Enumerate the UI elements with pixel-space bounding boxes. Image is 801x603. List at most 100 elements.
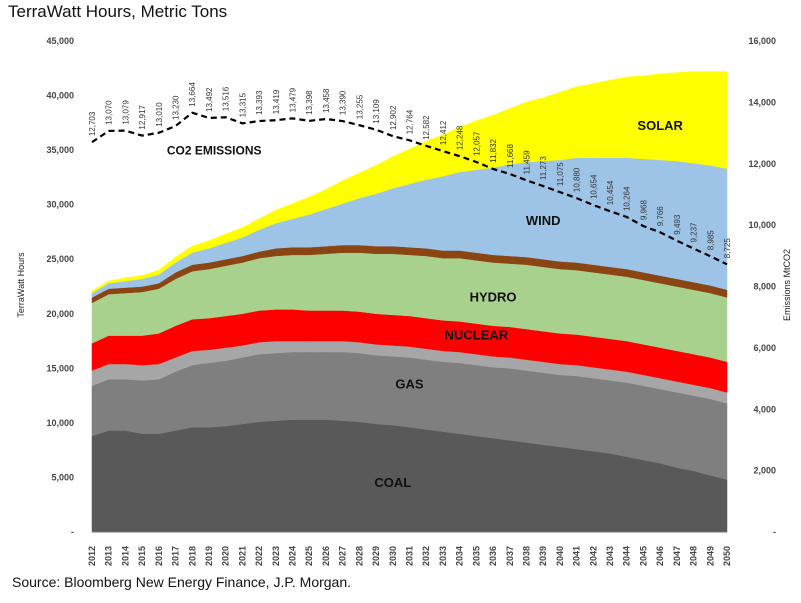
co2-value-label: 8,985 (706, 230, 715, 251)
x-tick-label: 2048 (689, 546, 699, 566)
y2-tick-label: 10,000 (748, 220, 776, 230)
co2-value-label: 13,398 (305, 90, 314, 115)
y-tick-label: 15,000 (46, 363, 74, 373)
co2-value-label: 9,766 (656, 206, 665, 227)
x-tick-label: 2031 (405, 546, 415, 566)
y-tick-label: 35,000 (46, 145, 74, 155)
x-tick-label: 2025 (304, 546, 314, 566)
x-tick-label: 2047 (672, 546, 682, 566)
axes-group: - 5,000 10,000 15,000 20,000 25,000 30,000 35,0… (16, 36, 792, 566)
co2-value-label: 13,492 (205, 87, 214, 112)
co2-value-label: 13,070 (105, 100, 114, 125)
x-tick-label: 2020 (221, 546, 231, 566)
area-label-hydro: HYDRO (470, 289, 517, 304)
y-tick-label: 5,000 (51, 472, 74, 482)
y-tick-label: - (71, 527, 74, 537)
x-tick-label: 2030 (388, 546, 398, 566)
x-tick-label: 2022 (254, 546, 264, 566)
co2-value-label: 12,412 (439, 120, 448, 145)
co2-value-label: 13,419 (272, 89, 281, 114)
x-tick-label: 2013 (104, 546, 114, 566)
chart-title: TerraWatt Hours, Metric Tons (8, 2, 228, 21)
x-tick-label: 2027 (338, 546, 348, 566)
y-tick-label: 25,000 (46, 254, 74, 264)
co2-value-label: 13,393 (255, 90, 264, 115)
co2-value-label: 11,668 (506, 144, 515, 168)
co2-value-label: 12,917 (138, 105, 147, 130)
x-tick-label: 2033 (438, 546, 448, 566)
co2-value-label: 10,454 (606, 180, 615, 205)
co2-value-label: 13,516 (222, 86, 231, 111)
co2-value-label: 12,703 (88, 111, 97, 136)
x-tick-label: 2049 (705, 546, 715, 566)
area-solar (91, 71, 728, 294)
co2-value-label: 9,493 (673, 214, 682, 235)
y-axis-title: TerraWatt Hours (16, 252, 26, 318)
x-tick-label: 2014 (120, 546, 130, 566)
y-tick-label: 45,000 (46, 36, 74, 46)
co2-value-label: 8,725 (723, 238, 732, 259)
y2-tick-label: 4,000 (753, 404, 776, 414)
x-tick-label: 2036 (488, 546, 498, 566)
area-label-gas: GAS (395, 377, 424, 392)
co2-value-label: 13,664 (188, 82, 197, 107)
y2-axis-title: Emissions MtCO2 (782, 249, 792, 321)
x-tick-label: 2037 (505, 546, 515, 566)
co2-value-label: 10,880 (573, 167, 582, 192)
x-tick-label: 2045 (638, 546, 648, 566)
y2-tick-label: - (773, 527, 776, 537)
co2-value-label: 13,255 (355, 94, 364, 119)
x-tick-label: 2035 (471, 546, 481, 566)
area-labels-group: COAL GAS NUCLEAR HYDRO WIND SOLAR (374, 118, 683, 490)
co2-value-label: 13,010 (155, 102, 164, 127)
x-tick-label: 2017 (171, 546, 181, 566)
x-tick-label: 2012 (87, 546, 97, 566)
x-tick-label: 2015 (137, 546, 147, 566)
co2-value-label: 13,109 (372, 99, 381, 124)
x-tick-label: 2021 (237, 546, 247, 566)
y2-tick-label: 12,000 (748, 159, 776, 169)
co2-emissions-line (91, 111, 728, 266)
x-tick-label: 2024 (288, 546, 298, 566)
x-tick-label: 2023 (271, 546, 281, 566)
x-tick-label: 2016 (154, 546, 164, 566)
x-tick-label: 2046 (655, 546, 665, 566)
co2-value-label: 10,264 (623, 186, 632, 211)
x-tick-label: 2038 (521, 546, 531, 566)
x-tick-label: 2034 (455, 546, 465, 566)
co2-value-label: 13,079 (121, 100, 130, 125)
x-tick-label: 2018 (187, 546, 197, 566)
co2-value-label: 12,248 (456, 125, 465, 150)
y2-tick-label: 8,000 (753, 282, 776, 292)
co2-value-label: 11,273 (539, 156, 548, 180)
co2-value-label: 13,315 (238, 92, 247, 117)
source-note: Source: Bloomberg New Energy Finance, J.… (12, 574, 352, 590)
x-tick-label: 2028 (354, 546, 364, 566)
x-tick-label: 2026 (321, 546, 331, 566)
y-tick-label: 10,000 (46, 418, 74, 428)
area-label-nuclear: NUCLEAR (445, 328, 509, 343)
stacked-area-chart: 12,703 13,070 13,079 12,917 13,010 13,230 13,6… (16, 36, 792, 566)
co2-value-label: 12,057 (472, 131, 481, 156)
co2-value-label: 13,458 (322, 88, 331, 113)
y2-tick-label: 16,000 (748, 36, 776, 46)
co2-value-label: 13,230 (172, 95, 181, 120)
area-series-group (91, 71, 728, 533)
area-label-solar: SOLAR (637, 118, 683, 133)
co2-value-label: 13,390 (339, 90, 348, 115)
y2-tick-label: 2,000 (753, 466, 776, 476)
x-tick-label: 2039 (538, 546, 548, 566)
area-label-coal: COAL (374, 475, 411, 490)
x-tick-label: 2019 (204, 546, 214, 566)
x-tick-label: 2042 (588, 546, 598, 566)
co2-value-label: 9,968 (639, 200, 648, 221)
co2-value-label: 11,832 (489, 138, 498, 162)
co2-value-label: 11,459 (522, 150, 531, 174)
x-tick-label: 2041 (572, 546, 582, 566)
x-tick-label: 2050 (722, 546, 732, 566)
y2-tick-label: 14,000 (748, 97, 776, 107)
co2-emissions-label: CO2 EMISSIONS (167, 144, 262, 158)
x-tick-label: 2040 (555, 546, 565, 566)
x-tick-label: 2044 (622, 546, 632, 566)
y-tick-label: 20,000 (46, 309, 74, 319)
